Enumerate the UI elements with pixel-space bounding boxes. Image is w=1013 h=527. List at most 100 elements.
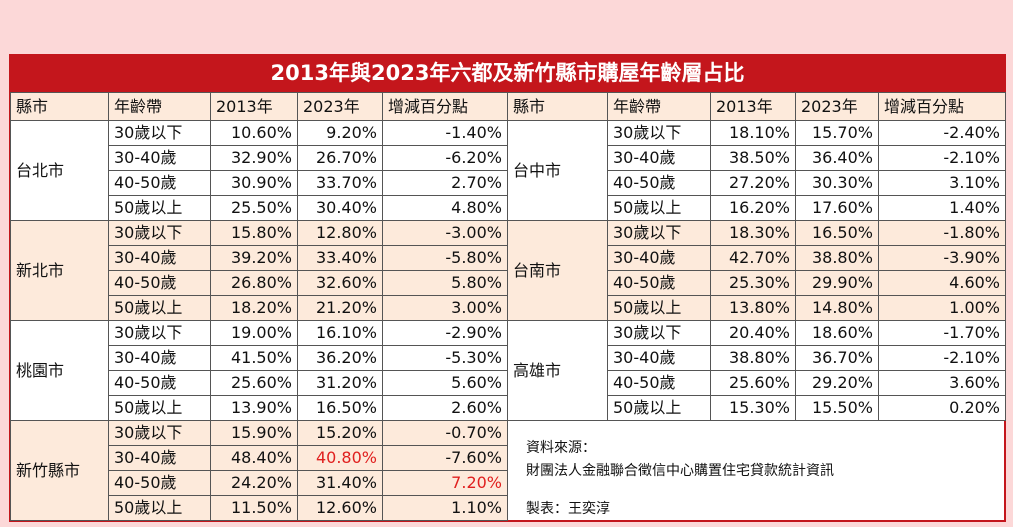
value-cell: 20.40%: [710, 320, 796, 346]
value-cell: 4.80%: [382, 195, 508, 221]
value-cell: 1.00%: [878, 295, 1006, 321]
value-cell: -5.30%: [382, 345, 508, 371]
value-cell: 1.40%: [878, 195, 1006, 221]
value-cell: 3.00%: [382, 295, 508, 321]
age-cell: 40-50歲: [108, 470, 211, 496]
value-cell: 15.20%: [297, 420, 383, 446]
age-cell: 50歲以上: [607, 395, 711, 421]
value-cell: 5.80%: [382, 270, 508, 296]
value-cell: 16.50%: [297, 395, 383, 421]
header-cell: 2023年: [297, 92, 383, 121]
header-cell: 增減百分點: [878, 92, 1006, 121]
header-cell: 年齡帶: [607, 92, 711, 121]
value-cell: -3.00%: [382, 220, 508, 246]
city-cell: 台北市: [10, 120, 109, 221]
value-cell: 15.30%: [710, 395, 796, 421]
header-cell: 增減百分點: [382, 92, 508, 121]
header-cell: 2023年: [795, 92, 879, 121]
source-label: 資料來源：: [526, 440, 596, 456]
city-cell: 桃園市: [10, 320, 109, 421]
age-cell: 30歲以下: [108, 120, 211, 146]
value-cell: 26.70%: [297, 145, 383, 171]
value-cell: -0.70%: [382, 420, 508, 446]
value-cell: 30.40%: [297, 195, 383, 221]
age-cell: 50歲以上: [108, 195, 211, 221]
value-cell: 15.70%: [795, 120, 879, 146]
value-cell: 16.50%: [795, 220, 879, 246]
value-cell: 40.80%: [297, 445, 383, 471]
value-cell: 36.40%: [795, 145, 879, 171]
value-cell: -5.80%: [382, 245, 508, 271]
value-cell: -2.90%: [382, 320, 508, 346]
age-cell: 30-40歲: [108, 445, 211, 471]
value-cell: 33.40%: [297, 245, 383, 271]
age-cell: 30-40歲: [607, 345, 711, 371]
value-cell: 2.70%: [382, 170, 508, 196]
value-cell: 1.10%: [382, 495, 508, 521]
age-cell: 40-50歲: [607, 370, 711, 396]
value-cell: 7.20%: [382, 470, 508, 496]
city-cell: 新北市: [10, 220, 109, 321]
value-cell: -1.40%: [382, 120, 508, 146]
table-title: 2013年與2023年六都及新竹縣市購屋年齡層占比: [10, 55, 1005, 92]
age-cell: 30歲以下: [607, 320, 711, 346]
value-cell: 25.50%: [210, 195, 298, 221]
age-cell: 30歲以下: [108, 220, 211, 246]
value-cell: 36.70%: [795, 345, 879, 371]
age-cell: 40-50歲: [108, 170, 211, 196]
age-cell: 50歲以上: [108, 495, 211, 521]
value-cell: 30.90%: [210, 170, 298, 196]
age-cell: 50歲以上: [108, 295, 211, 321]
value-cell: 3.60%: [878, 370, 1006, 396]
age-cell: 50歲以上: [607, 295, 711, 321]
value-cell: 27.20%: [710, 170, 796, 196]
value-cell: 32.60%: [297, 270, 383, 296]
value-cell: -1.70%: [878, 320, 1006, 346]
value-cell: 11.50%: [210, 495, 298, 521]
value-cell: 29.90%: [795, 270, 879, 296]
value-cell: 16.20%: [710, 195, 796, 221]
age-cell: 40-50歲: [607, 170, 711, 196]
value-cell: 13.90%: [210, 395, 298, 421]
value-cell: 38.50%: [710, 145, 796, 171]
age-cell: 50歲以上: [108, 395, 211, 421]
value-cell: 12.60%: [297, 495, 383, 521]
value-cell: 38.80%: [710, 345, 796, 371]
author: 製表：王奕淳: [526, 501, 610, 517]
value-cell: -2.10%: [878, 345, 1006, 371]
header-cell: 縣市: [507, 92, 608, 121]
city-cell: 台南市: [507, 220, 608, 321]
value-cell: 0.20%: [878, 395, 1006, 421]
city-cell: 新竹縣市: [10, 420, 109, 521]
age-cell: 30歲以下: [108, 320, 211, 346]
value-cell: 24.20%: [210, 470, 298, 496]
value-cell: 31.20%: [297, 370, 383, 396]
value-cell: 18.10%: [710, 120, 796, 146]
age-cell: 30歲以下: [607, 120, 711, 146]
value-cell: 31.40%: [297, 470, 383, 496]
value-cell: 18.30%: [710, 220, 796, 246]
age-cell: 30歲以下: [607, 220, 711, 246]
value-cell: 41.50%: [210, 345, 298, 371]
value-cell: 33.70%: [297, 170, 383, 196]
value-cell: 19.00%: [210, 320, 298, 346]
value-cell: 21.20%: [297, 295, 383, 321]
value-cell: 26.80%: [210, 270, 298, 296]
value-cell: 18.60%: [795, 320, 879, 346]
age-cell: 30歲以下: [108, 420, 211, 446]
value-cell: 3.10%: [878, 170, 1006, 196]
value-cell: 25.60%: [210, 370, 298, 396]
value-cell: 48.40%: [210, 445, 298, 471]
value-cell: 39.20%: [210, 245, 298, 271]
value-cell: 42.70%: [710, 245, 796, 271]
value-cell: 4.60%: [878, 270, 1006, 296]
value-cell: -2.40%: [878, 120, 1006, 146]
value-cell: 14.80%: [795, 295, 879, 321]
age-cell: 30-40歲: [108, 245, 211, 271]
value-cell: 15.90%: [210, 420, 298, 446]
value-cell: 29.20%: [795, 370, 879, 396]
age-cell: 50歲以上: [607, 195, 711, 221]
value-cell: 18.20%: [210, 295, 298, 321]
age-cell: 30-40歲: [108, 345, 211, 371]
source: 財團法人金融聯合徵信中心購置住宅貸款統計資訊: [526, 463, 834, 479]
